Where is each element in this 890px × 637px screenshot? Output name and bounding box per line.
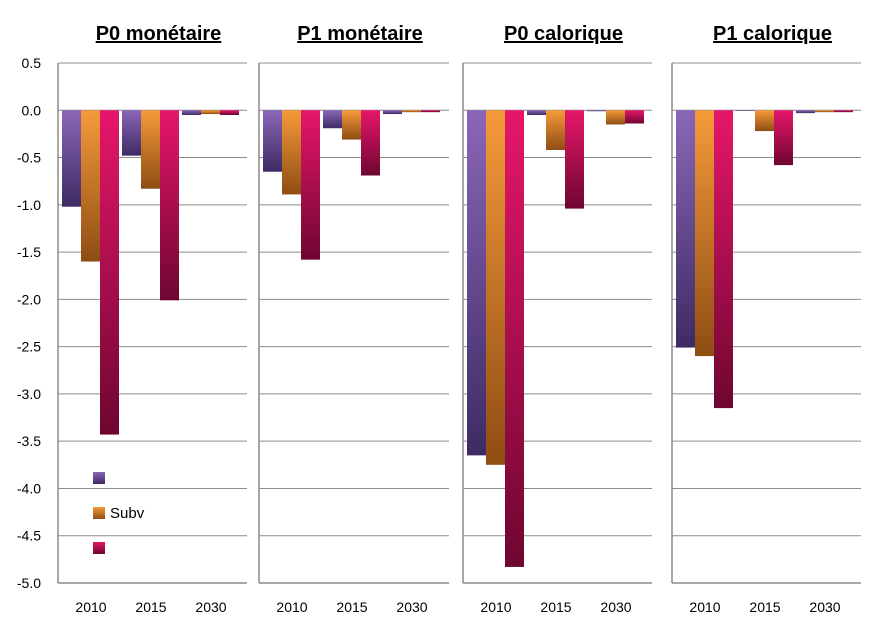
bar-3-2030 bbox=[625, 110, 644, 124]
bar-1-2010 bbox=[467, 110, 486, 456]
panel-title: P1 calorique bbox=[713, 23, 832, 45]
bar-3-2030 bbox=[220, 110, 239, 115]
bar-1-2030 bbox=[182, 110, 201, 115]
bar-2-2030 bbox=[402, 110, 421, 113]
bar-3-2015 bbox=[565, 110, 584, 209]
x-tick-label: 2030 bbox=[600, 599, 631, 615]
bar-1-2010 bbox=[676, 110, 695, 348]
bar-3-2015 bbox=[774, 110, 793, 166]
y-tick-label: -5.0 bbox=[17, 575, 41, 591]
y-tick-label: -4.5 bbox=[17, 528, 41, 544]
bar-3-2010 bbox=[301, 110, 320, 260]
bar-1-2030 bbox=[587, 110, 606, 112]
x-tick-label: 2030 bbox=[396, 599, 427, 615]
bar-3-2015 bbox=[361, 110, 380, 176]
legend-label: Subv bbox=[110, 505, 145, 522]
bar-2-2010 bbox=[486, 110, 505, 465]
bar-3-2030 bbox=[834, 110, 853, 113]
bar-1-2010 bbox=[62, 110, 81, 207]
x-tick-label: 2030 bbox=[809, 599, 840, 615]
y-tick-label: -0.5 bbox=[17, 150, 41, 166]
bar-3-2010 bbox=[100, 110, 119, 435]
legend-swatch bbox=[93, 542, 105, 554]
bar-2-2010 bbox=[81, 110, 100, 262]
bar-1-2015 bbox=[527, 110, 546, 115]
panel-1: P0 monétaire 2010 2015 2030 bbox=[57, 23, 247, 615]
panel-title: P1 monétaire bbox=[297, 23, 423, 45]
x-tick-label: 2015 bbox=[749, 599, 780, 615]
bar-1-2010 bbox=[263, 110, 282, 172]
bar-2-2010 bbox=[695, 110, 714, 357]
panel-title: P0 calorique bbox=[504, 23, 623, 45]
bar-1-2015 bbox=[122, 110, 141, 156]
y-tick-label: -2.0 bbox=[17, 291, 41, 307]
panel-2: P1 monétaire 2010 2015 2030 bbox=[258, 23, 449, 615]
x-tick-label: 2030 bbox=[195, 599, 226, 615]
x-tick-label: 2010 bbox=[689, 599, 720, 615]
legend: Subv bbox=[93, 472, 145, 554]
y-tick-label: -3.5 bbox=[17, 433, 41, 449]
panel-4: P1 calorique 2010 2015 2030 bbox=[671, 23, 861, 615]
chart-panels: P0 monétaire 2010 2015 2030 P1 monétaire 2010… bbox=[57, 23, 861, 615]
y-tick-label: -2.5 bbox=[17, 339, 41, 355]
x-tick-label: 2010 bbox=[75, 599, 106, 615]
bar-1-2030 bbox=[796, 110, 815, 114]
y-axis: 0.5 0.0 -0.5 -1.0 -1.5 -2.0 -2.5 -3.0 -3.5 -4.0 -4… bbox=[17, 55, 41, 591]
bar-2-2015 bbox=[546, 110, 565, 150]
bar-2-2015 bbox=[755, 110, 774, 132]
bar-1-2015 bbox=[736, 110, 755, 111]
bar-3-2015 bbox=[160, 110, 179, 301]
y-tick-label: -1.0 bbox=[17, 197, 41, 213]
bar-2-2015 bbox=[141, 110, 160, 189]
bar-3-2010 bbox=[505, 110, 524, 567]
bar-1-2015 bbox=[323, 110, 342, 129]
y-tick-label: -4.0 bbox=[17, 480, 41, 496]
bar-3-2010 bbox=[714, 110, 733, 409]
x-tick-label: 2015 bbox=[540, 599, 571, 615]
x-tick-label: 2015 bbox=[135, 599, 166, 615]
bar-2-2030 bbox=[201, 110, 220, 115]
legend-swatch bbox=[93, 472, 105, 484]
y-tick-label: -3.0 bbox=[17, 386, 41, 402]
bar-2-2015 bbox=[342, 110, 361, 140]
bar-2-2030 bbox=[815, 110, 834, 113]
y-tick-label: 0.5 bbox=[22, 55, 42, 71]
y-tick-label: 0.0 bbox=[22, 102, 42, 118]
panel-3: P0 calorique 2010 2015 2030 bbox=[462, 23, 652, 615]
bar-2-2010 bbox=[282, 110, 301, 195]
bar-3-2030 bbox=[421, 110, 440, 113]
bar-2-2030 bbox=[606, 110, 625, 125]
legend-swatch bbox=[93, 507, 105, 519]
x-tick-label: 2015 bbox=[336, 599, 367, 615]
bar-1-2030 bbox=[383, 110, 402, 115]
panel-title: P0 monétaire bbox=[96, 23, 222, 45]
y-tick-label: -1.5 bbox=[17, 244, 41, 260]
x-tick-label: 2010 bbox=[276, 599, 307, 615]
x-tick-label: 2010 bbox=[480, 599, 511, 615]
